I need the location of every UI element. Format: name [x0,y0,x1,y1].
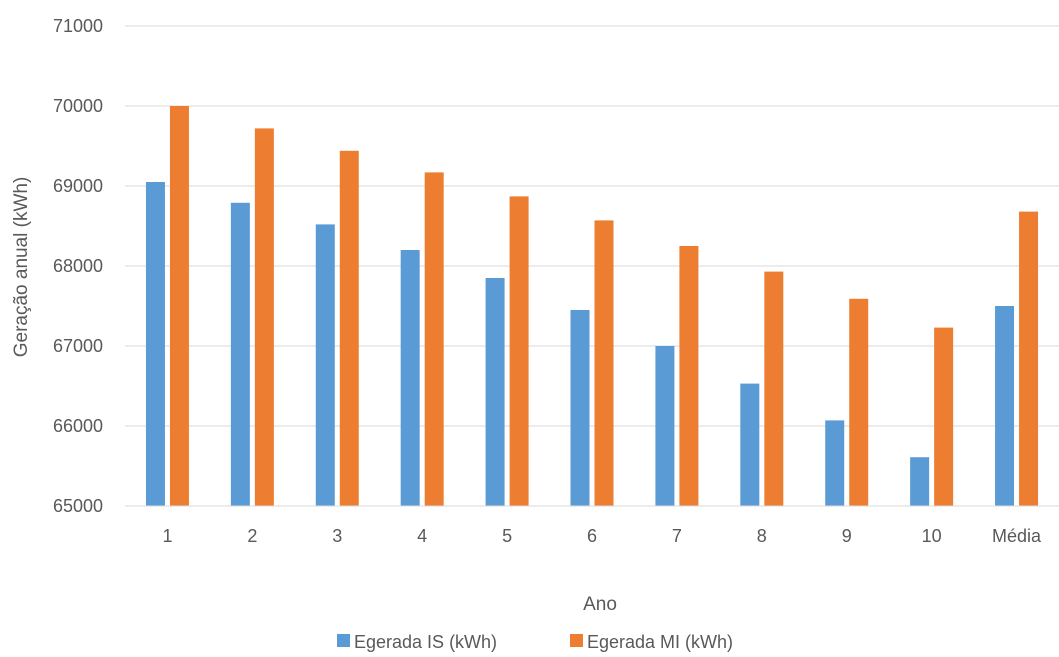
bar-series-2-4 [424,172,444,506]
bar-series-1-1 [145,182,165,506]
legend-label-1: Egerada IS (kWh) [354,632,497,652]
x-axis-title: Ano [583,594,617,615]
bar-series-2-2 [254,128,274,506]
bar-series-1-9 [825,420,845,506]
x-tick-label: 7 [672,526,682,546]
bar-series-1-7 [655,346,675,506]
legend-swatch-1 [337,634,350,647]
bars [145,106,1039,507]
bar-series-2-10 [934,327,954,506]
bar-series-1-2 [230,202,250,507]
y-tick-label: 65000 [53,496,103,516]
legend-swatch-2 [570,634,583,647]
y-tick-label: 69000 [53,176,103,196]
x-tick-label: 5 [502,526,512,546]
x-axis-ticks: 1 2 3 4 5 6 7 8 9 10 Média [162,526,1042,546]
y-tick-label: 71000 [53,16,103,36]
gridlines [125,25,1059,427]
x-tick-label: Média [992,526,1042,546]
y-tick-label: 67000 [53,336,103,356]
y-axis-title: Geração anual (kWh) [11,177,32,358]
bar-series-1-3 [315,224,335,506]
x-tick-label: 10 [922,526,942,546]
bar-series-1-Média [995,306,1015,506]
x-tick-label: 2 [247,526,257,546]
x-tick-label: 4 [417,526,427,546]
y-tick-label: 70000 [53,96,103,116]
bar-series-2-9 [849,298,869,506]
bar-series-1-10 [910,457,930,506]
legend-label-2: Egerada MI (kWh) [587,632,733,652]
bar-series-2-Média [1019,211,1039,506]
x-tick-label: 3 [332,526,342,546]
legend: Egerada IS (kWh) Egerada MI (kWh) [337,632,733,652]
bar-series-2-6 [594,220,614,506]
x-tick-label: 6 [587,526,597,546]
bar-series-2-7 [679,246,699,506]
x-tick-label: 8 [757,526,767,546]
bar-series-2-5 [509,196,529,506]
bar-series-2-3 [339,150,359,507]
bar-series-1-6 [570,310,590,506]
y-tick-label: 68000 [53,256,103,276]
bar-series-2-1 [169,106,189,506]
y-axis-ticks: 65000 66000 67000 68000 69000 70000 71000 [53,16,103,516]
bar-series-2-8 [764,271,784,506]
x-tick-label: 9 [842,526,852,546]
y-tick-label: 66000 [53,416,103,436]
bar-series-1-4 [400,250,420,506]
x-tick-label: 1 [162,526,172,546]
bar-series-1-8 [740,383,760,506]
bar-series-1-5 [485,278,505,506]
